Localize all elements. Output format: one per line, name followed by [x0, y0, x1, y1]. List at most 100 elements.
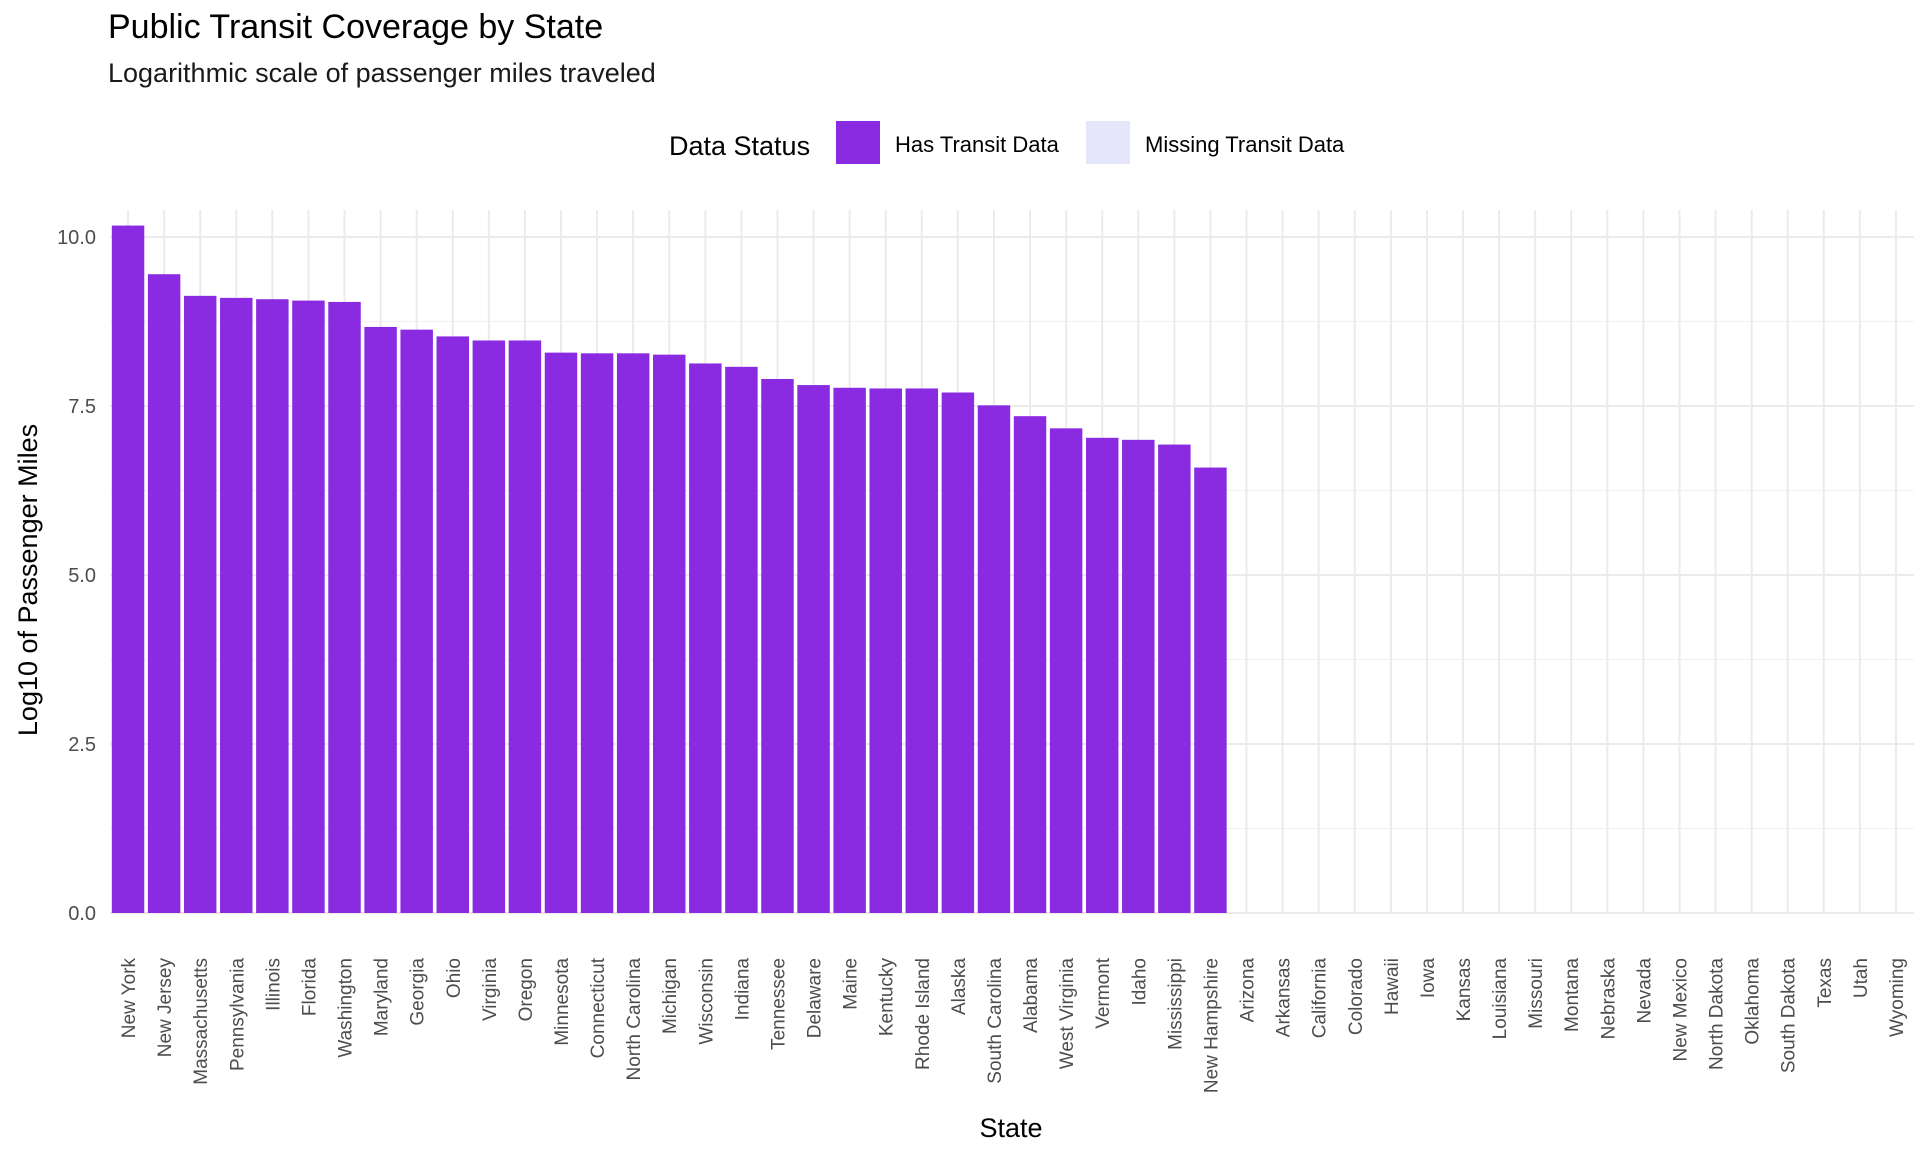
x-tick-label: Maryland: [372, 958, 393, 1036]
bar: [580, 353, 614, 913]
x-tick-label: Washington: [336, 958, 357, 1058]
x-tick-label: Mississippi: [1165, 958, 1186, 1050]
legend-label-has-data: Has Transit Data: [895, 132, 1060, 157]
chart-title: Public Transit Coverage by State: [108, 8, 604, 46]
x-tick-label: Alaska: [949, 958, 970, 1015]
x-tick-label: Minnesota: [552, 958, 573, 1046]
x-tick-label: Massachusetts: [191, 958, 212, 1085]
x-tick-label: South Carolina: [985, 958, 1006, 1084]
x-tick-label: Louisiana: [1490, 958, 1511, 1040]
bar: [689, 363, 722, 914]
bar: [905, 388, 939, 913]
x-tick-label: New Jersey: [155, 958, 176, 1058]
x-tick-label: Oklahoma: [1743, 958, 1764, 1045]
y-axis-title: Log10 of Passenger Miles: [13, 424, 43, 736]
x-tick-labels: New York New Jersey Massachusetts Pennsylva…: [119, 957, 1908, 1093]
x-tick-label: Idaho: [1129, 958, 1150, 1006]
x-tick-label: North Carolina: [624, 958, 645, 1081]
bar: [1158, 444, 1191, 913]
x-tick-label: Utah: [1851, 958, 1872, 998]
x-tick-label: Missouri: [1526, 958, 1547, 1029]
bar: [977, 405, 1011, 913]
x-tick-label: Ohio: [444, 958, 465, 998]
bars: [111, 225, 1227, 914]
bar: [1085, 437, 1119, 913]
x-tick-label: California: [1310, 958, 1331, 1039]
x-tick-label: New Mexico: [1670, 958, 1691, 1061]
x-tick-label: New Hampshire: [1201, 958, 1222, 1093]
x-tick-label: Illinois: [263, 958, 284, 1011]
bar: [508, 340, 542, 913]
bar: [436, 336, 469, 914]
x-tick-label: Nebraska: [1598, 958, 1619, 1040]
x-tick-label: Colorado: [1346, 958, 1367, 1035]
x-tick-label: Virginia: [480, 958, 501, 1021]
x-tick-label: Nevada: [1634, 958, 1655, 1024]
bar: [183, 295, 217, 913]
x-tick-label: Texas: [1815, 958, 1836, 1008]
legend: Data Status Has Transit Data Missing Tra…: [669, 121, 1345, 164]
y-tick-label: 10.0: [57, 227, 96, 249]
y-tick-label: 7.5: [68, 396, 96, 418]
bar: [1013, 416, 1047, 913]
bar: [364, 326, 397, 913]
bar: [869, 388, 902, 913]
x-tick-label: Iowa: [1418, 958, 1439, 999]
bar: [1122, 439, 1155, 913]
chart-subtitle: Logarithmic scale of passenger miles tra…: [108, 58, 656, 88]
x-tick-label: Tennessee: [768, 958, 789, 1050]
x-tick-label: South Dakota: [1779, 958, 1800, 1074]
x-tick-label: Montana: [1562, 958, 1583, 1032]
bar: [797, 385, 830, 913]
x-tick-label: Florida: [299, 958, 320, 1017]
y-tick-label: 0.0: [68, 903, 96, 925]
x-tick-label: Maine: [841, 958, 862, 1010]
bar: [941, 392, 975, 913]
x-tick-label: Indiana: [732, 958, 753, 1021]
bar: [400, 329, 433, 913]
x-tick-label: Wisconsin: [696, 958, 717, 1045]
bar: [147, 274, 181, 914]
x-axis-title: State: [979, 1113, 1042, 1143]
bar: [725, 366, 758, 913]
x-tick-label: Rhode Island: [913, 958, 934, 1070]
bar: [544, 352, 578, 913]
bar: [653, 354, 686, 913]
y-tick-label: 5.0: [68, 565, 96, 587]
legend-title: Data Status: [669, 131, 810, 161]
x-tick-label: Georgia: [408, 958, 429, 1026]
bar: [1049, 428, 1083, 913]
x-tick-label: Delaware: [805, 958, 826, 1038]
x-tick-label: Hawaii: [1382, 958, 1403, 1015]
x-tick-label: Alabama: [1021, 958, 1042, 1033]
x-tick-label: Michigan: [660, 958, 681, 1034]
x-tick-label: North Dakota: [1707, 958, 1728, 1070]
x-tick-label: West Virginia: [1057, 958, 1078, 1070]
bar: [616, 353, 650, 913]
x-tick-label: Oregon: [516, 958, 537, 1021]
x-tick-label: New York: [119, 958, 140, 1039]
x-tick-label: Wyoming: [1887, 958, 1908, 1037]
x-tick-label: Connecticut: [588, 957, 609, 1058]
bar: [256, 299, 289, 913]
bar: [111, 225, 145, 913]
bar: [833, 387, 866, 913]
bar: [761, 378, 794, 914]
bar: [1194, 467, 1227, 913]
y-tick-labels: 0.0 2.5 5.0 7.5 10.0: [57, 227, 96, 925]
legend-swatch-missing-data: [1086, 121, 1130, 164]
bar: [292, 300, 325, 913]
x-tick-label: Vermont: [1093, 957, 1114, 1028]
x-tick-label: Kentucky: [877, 958, 898, 1037]
bar: [328, 301, 361, 913]
x-tick-label: Arizona: [1238, 958, 1259, 1023]
x-tick-label: Pennsylvania: [227, 958, 248, 1071]
bar: [220, 297, 253, 913]
legend-swatch-has-data: [836, 121, 880, 164]
bar: [472, 340, 506, 913]
x-tick-label: Arkansas: [1274, 958, 1295, 1037]
y-tick-label: 2.5: [68, 734, 96, 756]
x-tick-label: Kansas: [1454, 958, 1475, 1021]
legend-label-missing-data: Missing Transit Data: [1145, 132, 1345, 157]
